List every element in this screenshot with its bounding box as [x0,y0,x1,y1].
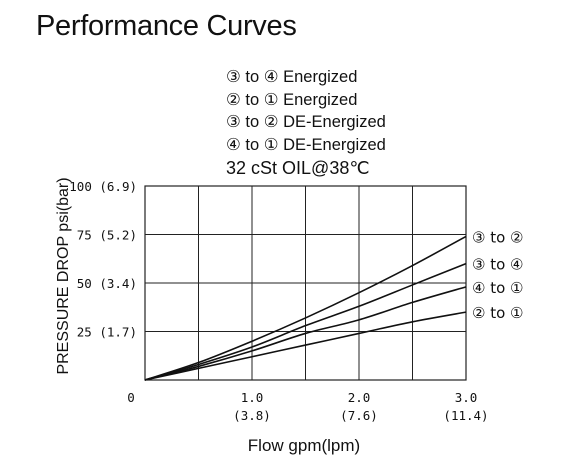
legend-line: ③ to ④ Energized [226,68,358,86]
series-line [144,311,467,381]
x-tick-label: 3.0 [455,390,478,405]
y-tick-label: 75 (5.2) [77,228,137,243]
y-tick-label: 100 (6.9) [69,179,137,194]
x-axis-label: Flow gpm(lpm) [247,436,361,455]
series-label: ② to ① [472,304,524,322]
y-tick-label: 25 (1.7) [77,325,137,340]
series-line [144,235,467,381]
x-tick-label: 0 [127,390,135,405]
series-label: ③ to ② [472,228,524,246]
y-tick-label: 50 (3.4) [77,276,137,291]
x-tick-sublabel: (3.8) [233,408,271,423]
x-tick-sublabel: (11.4) [443,408,488,423]
series-label: ④ to ① [472,279,524,297]
legend-line: ③ to ② DE-Energized [226,113,386,131]
x-tick-label: 2.0 [348,390,371,405]
y-axis-label: PRESSURE DROP psi(bar) [55,177,72,375]
page-title: Performance Curves [36,10,297,42]
oil-condition: 32 cSt OIL@38℃ [226,158,370,178]
plot-frame [144,185,467,381]
series-label: ③ to ④ [472,256,524,274]
flow-path-legend: ③ to ④ Energized ② to ① Energized ③ to ②… [226,66,386,156]
legend-line: ② to ① Energized [226,90,358,109]
x-tick-sublabel: (7.6) [340,408,378,423]
legend-line: ④ to ① DE-Energized [226,135,386,154]
series-line [144,286,467,381]
series-line [144,262,467,381]
x-tick-label: 1.0 [241,390,264,405]
